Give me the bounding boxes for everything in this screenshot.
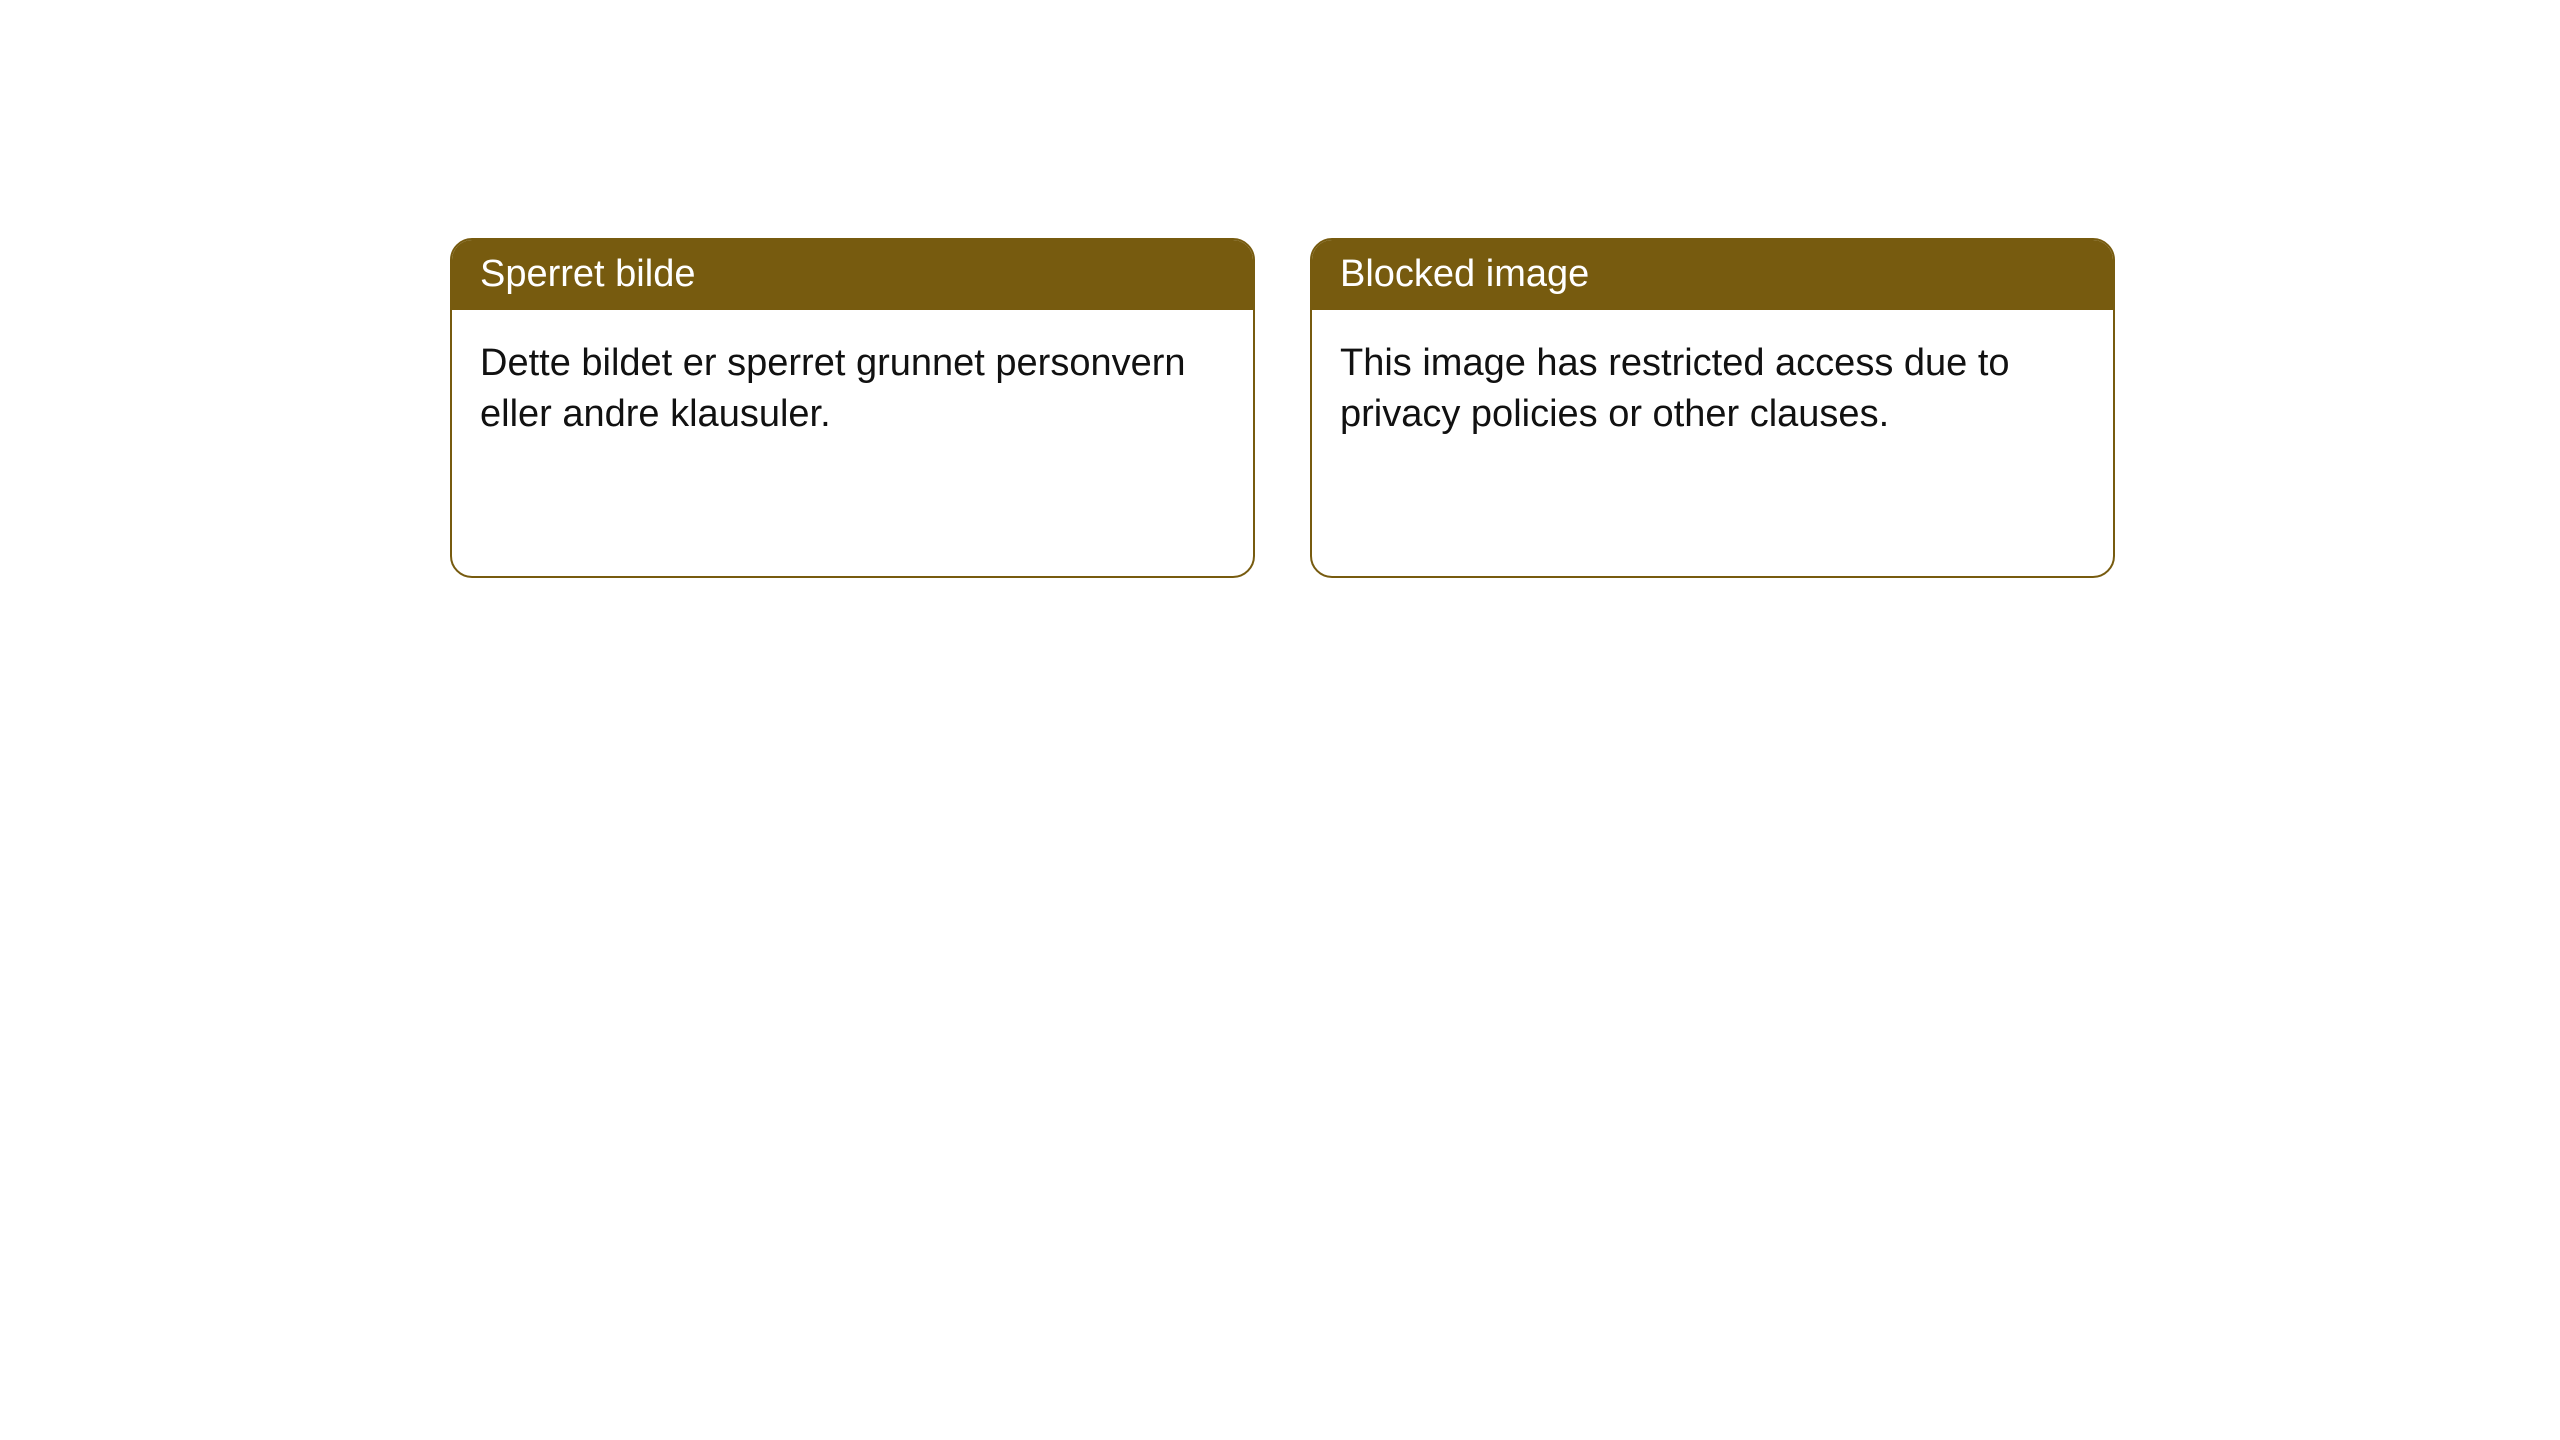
notice-body-text: This image has restricted access due to …	[1340, 342, 2010, 435]
notice-body-text: Dette bildet er sperret grunnet personve…	[480, 342, 1186, 435]
notice-header: Sperret bilde	[452, 240, 1253, 310]
notice-container: Sperret bilde Dette bildet er sperret gr…	[0, 0, 2560, 578]
notice-header: Blocked image	[1312, 240, 2113, 310]
notice-title: Blocked image	[1340, 253, 1589, 295]
notice-card-norwegian: Sperret bilde Dette bildet er sperret gr…	[450, 238, 1255, 578]
notice-title: Sperret bilde	[480, 253, 695, 295]
notice-card-english: Blocked image This image has restricted …	[1310, 238, 2115, 578]
notice-body: This image has restricted access due to …	[1312, 310, 2113, 576]
notice-body: Dette bildet er sperret grunnet personve…	[452, 310, 1253, 576]
